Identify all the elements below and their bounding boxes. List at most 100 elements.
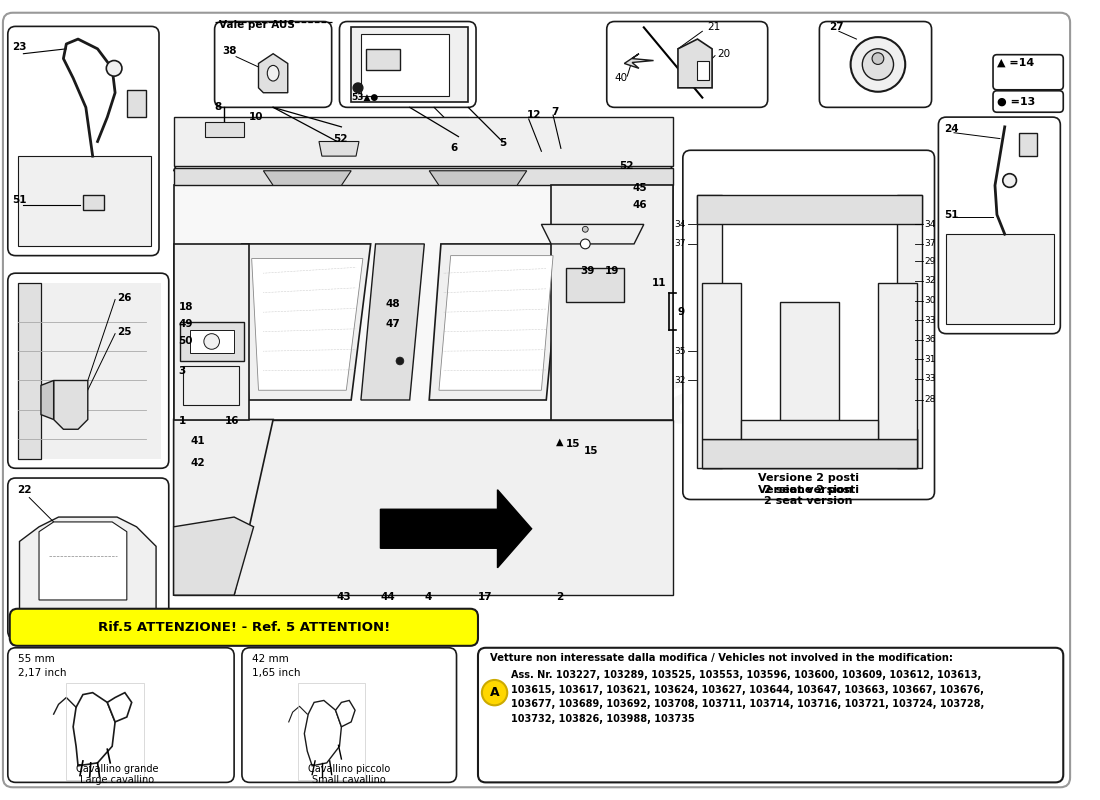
Polygon shape [39, 522, 126, 600]
Text: 51: 51 [12, 195, 26, 205]
Text: 45: 45 [632, 183, 647, 194]
Text: Versione 2 posti
2 seat version: Versione 2 posti 2 seat version [758, 473, 859, 494]
Text: 24: 24 [944, 124, 959, 134]
Polygon shape [263, 170, 351, 186]
Text: 12: 12 [527, 110, 541, 120]
FancyBboxPatch shape [993, 90, 1064, 112]
Text: Cavallino grande: Cavallino grande [76, 764, 158, 774]
Polygon shape [174, 419, 673, 595]
Polygon shape [252, 258, 363, 390]
Polygon shape [54, 381, 88, 430]
Text: Ass. Nr. 103227, 103289, 103525, 103553, 103596, 103600, 103609, 103612, 103613,: Ass. Nr. 103227, 103289, 103525, 103553,… [512, 670, 981, 680]
Text: 37: 37 [674, 239, 685, 249]
Polygon shape [878, 283, 917, 439]
Text: A: A [490, 686, 499, 699]
Circle shape [107, 61, 122, 76]
FancyBboxPatch shape [8, 26, 159, 256]
Circle shape [1003, 174, 1016, 187]
Text: ​42 mm: ​42 mm [252, 654, 288, 663]
Bar [82, 195, 104, 210]
Text: 40: 40 [615, 73, 628, 83]
Text: 27: 27 [829, 22, 844, 32]
Text: 48: 48 [385, 299, 400, 310]
Polygon shape [18, 283, 161, 458]
Polygon shape [702, 302, 917, 468]
Bar [366, 49, 400, 70]
Polygon shape [180, 322, 244, 361]
Text: 5: 5 [499, 138, 507, 149]
Text: 4: 4 [425, 592, 431, 602]
Polygon shape [702, 283, 741, 439]
Polygon shape [18, 156, 151, 246]
Text: 50: 50 [178, 337, 192, 346]
Polygon shape [258, 54, 288, 93]
Polygon shape [381, 490, 531, 568]
Text: ​1,65 inch: ​1,65 inch [252, 668, 300, 678]
Polygon shape [74, 693, 116, 766]
Text: 29: 29 [925, 257, 936, 266]
Polygon shape [429, 170, 527, 186]
Text: 49: 49 [178, 319, 192, 329]
Polygon shape [174, 168, 673, 186]
Text: 39: 39 [581, 266, 595, 276]
Text: 21: 21 [707, 22, 721, 32]
Circle shape [850, 37, 905, 92]
Polygon shape [174, 117, 673, 166]
FancyBboxPatch shape [340, 22, 476, 107]
Polygon shape [336, 701, 355, 726]
Text: 34: 34 [674, 220, 685, 229]
FancyBboxPatch shape [8, 273, 168, 468]
Text: 35: 35 [674, 346, 685, 356]
Text: 38: 38 [222, 46, 236, 56]
Polygon shape [429, 244, 561, 400]
Polygon shape [174, 186, 673, 419]
Polygon shape [18, 283, 41, 458]
Text: 15: 15 [565, 439, 581, 449]
Polygon shape [174, 244, 249, 419]
Circle shape [862, 49, 893, 80]
FancyBboxPatch shape [8, 478, 168, 639]
Polygon shape [361, 244, 425, 400]
FancyBboxPatch shape [938, 117, 1060, 334]
Text: ​55 mm: ​55 mm [18, 654, 54, 663]
FancyBboxPatch shape [683, 150, 935, 499]
Polygon shape [439, 256, 553, 390]
Polygon shape [41, 381, 54, 419]
Circle shape [204, 334, 220, 350]
Text: 6: 6 [451, 143, 458, 154]
Text: 52: 52 [619, 161, 634, 171]
Circle shape [353, 83, 363, 93]
Text: 52: 52 [333, 134, 348, 143]
Text: ▲ =14: ▲ =14 [997, 58, 1034, 67]
Text: 19: 19 [605, 266, 619, 276]
Polygon shape [174, 419, 273, 595]
Text: 32: 32 [925, 277, 936, 286]
Text: 36: 36 [925, 335, 936, 344]
Text: Vetture non interessate dalla modifica / Vehicles not involved in the modificati: Vetture non interessate dalla modifica /… [490, 653, 953, 662]
Text: 28: 28 [925, 395, 936, 405]
Text: 33: 33 [925, 374, 936, 383]
Text: ​2,17 inch: ​2,17 inch [18, 668, 66, 678]
Circle shape [482, 680, 507, 706]
Bar [1020, 133, 1037, 156]
Text: 10: 10 [249, 112, 263, 122]
Text: 47: 47 [385, 319, 400, 329]
Bar [697, 61, 710, 80]
Polygon shape [319, 142, 359, 156]
Bar [298, 683, 365, 781]
Polygon shape [697, 195, 722, 468]
Polygon shape [946, 234, 1054, 324]
Text: 17: 17 [478, 592, 493, 602]
Polygon shape [20, 517, 156, 630]
Text: 18: 18 [178, 302, 192, 312]
Text: 20: 20 [717, 49, 730, 58]
Polygon shape [565, 268, 625, 302]
Polygon shape [702, 439, 917, 468]
Text: dimensions
of automotive: dimensions of automotive [365, 302, 611, 460]
Text: 41: 41 [190, 436, 205, 446]
Circle shape [396, 357, 404, 365]
Text: Vale per AUS: Vale per AUS [220, 21, 296, 30]
Bar [126, 90, 146, 117]
Text: 31: 31 [925, 354, 936, 363]
Polygon shape [678, 39, 712, 88]
